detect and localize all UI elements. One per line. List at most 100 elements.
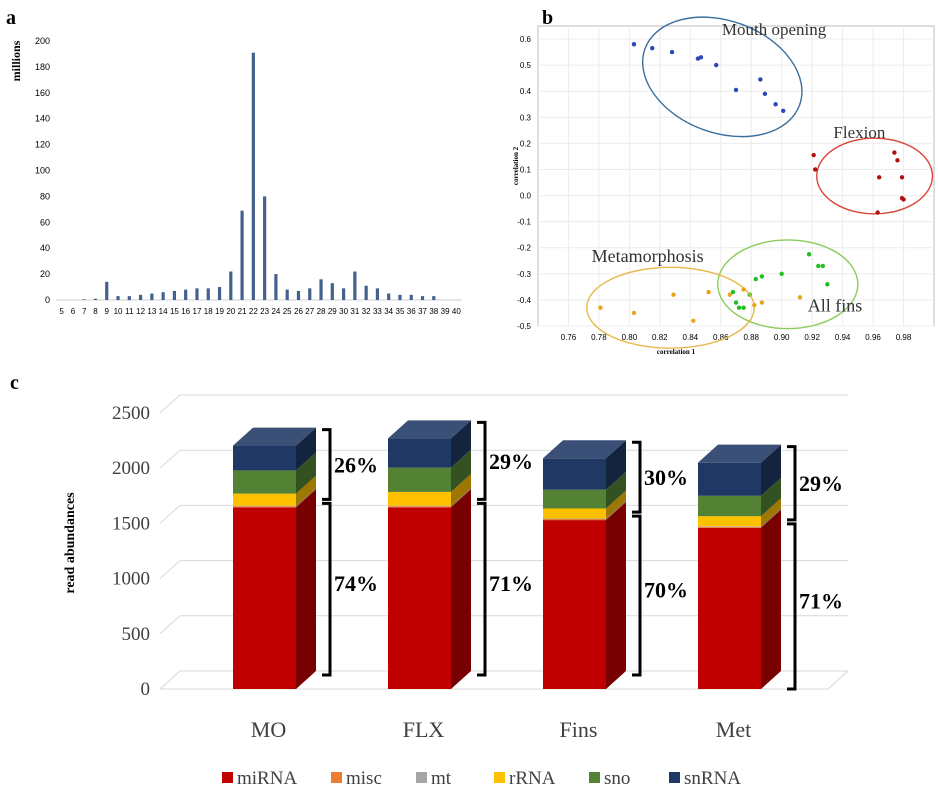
bar-length-34 [387,293,391,300]
bar-mo-mirna-side [296,489,316,689]
x-tick-label: 21 [238,307,247,316]
bar-fins-sno-side [606,471,626,509]
y-tick-label: 1500 [112,513,150,534]
x-tick-label: 28 [317,307,326,316]
bracket-upper-flx [477,420,487,501]
y-tick-label: 180 [35,62,50,72]
panel-b-correlation-scatter: b 0.76 0.78 0.80 0.82 0.84 0.86 0.88 0.90 0.92 0.9… [470,0,938,360]
x-tick-label: 38 [429,307,438,316]
cluster-label-flexion: Flexion [833,123,885,142]
legend-label-mirna: miRNA [237,768,297,789]
bar-met-mt [698,526,761,527]
legend-label-mt: mt [431,768,452,789]
bar-met-rrna-side [761,498,781,527]
bracket-label-upper: 30% [644,465,688,490]
legend-label-snrna: snRNA [684,768,741,789]
bar-fins-mt-side [606,500,626,519]
bar-fins-mirna-side [606,502,626,689]
scatter-point-all-fins [736,305,742,310]
bar-fins-sno [543,489,606,509]
bracket-lower-mo [322,501,332,677]
x-tick-label: 0.88 [743,333,759,342]
x-tick-label: 22 [249,307,258,316]
legend-label-misc: misc [346,768,382,789]
bracket-lower-flx [477,501,487,677]
cluster-ring-mouth-opening [641,16,803,138]
x-tick-label: 12 [136,307,145,316]
x-tick-label: 0.80 [622,333,638,342]
x-tick-label: 6 [71,307,76,316]
scatter-point-metamorphosis [797,295,803,300]
bar-mo-sno-side [296,452,316,494]
bar-flx-misc [388,506,451,508]
scatter-point-mouth-opening [762,91,768,97]
x-tick-label: 13 [147,307,156,316]
panel-a-length-distribution: a millions 0 20 40 60 80 100 120 140 160 180 200 5 6 7 8… [0,0,470,335]
bar-met-mirna-side [761,509,781,689]
cluster-ring-flexion [816,137,934,215]
bracket-upper-fins [632,440,642,514]
bar-met-snrna-side [761,444,781,496]
bar-length-18 [206,288,210,300]
y-tick-label: 0.1 [520,165,532,174]
panel-letter-b: b [542,7,553,29]
scatter-point-all-fins [733,300,739,305]
y-tick-label: -0.2 [517,244,531,253]
y-tick-label: 60 [40,217,50,227]
bracket-label-lower: 70% [644,578,688,603]
bar-fins-misc [543,518,606,521]
x-tick-label: 25 [283,307,292,316]
x-tick-label: 32 [362,307,371,316]
bar-met-sno [698,495,761,517]
floor-side-line [827,670,849,690]
panel-letter-a: a [6,7,16,29]
x-tick-label: 0.92 [804,333,820,342]
bar-length-29 [330,283,334,300]
scatter-point-mouth-opening [669,49,675,55]
x-tick-label: 14 [159,307,168,316]
x-tick-label: 20 [226,307,235,316]
bar-mo-sno [233,470,296,494]
bar-met-sno-side [761,477,781,517]
bar-flx-sno-side [451,449,471,492]
y-tick-label: 2000 [112,458,150,479]
y-tick-label: 0.6 [520,35,532,44]
bar-met-mirna [698,527,761,689]
y-tick-label: 500 [122,624,151,645]
x-tick-label: Fins [560,717,598,742]
x-tick-label: 30 [339,307,348,316]
x-tick-label: 34 [384,307,393,316]
scatter-point-metamorphosis [706,289,711,295]
bar-fins-top [543,440,626,459]
bar-length-21 [240,210,244,300]
bar-flx-snrna-side [451,420,471,468]
bar-flx-top [388,420,471,439]
y-tick-label: 0.4 [520,87,532,96]
scatter-point-all-fins [816,263,821,269]
x-tick-label: Met [716,717,751,742]
y-tick-label: 20 [40,269,50,279]
scatter-point-metamorphosis [727,292,733,297]
y-tick-label: -0.5 [517,322,531,331]
scatter-point-metamorphosis [598,305,603,310]
scatter-point-flexion [892,150,897,155]
scatter-point-mouth-opening [758,77,763,82]
bar-length-17 [195,288,199,300]
y-axis-label: correlation 2 [512,146,520,185]
y-tick-label: 100 [35,166,50,176]
y-tick-label: 0.5 [520,61,532,70]
scatter-point-metamorphosis [671,292,676,297]
bar-met-misc [698,526,761,528]
bar-fins-mirna [543,520,606,689]
legend-swatch-rrna [494,772,505,783]
bar-length-23 [263,196,267,300]
y-tick-label: -0.4 [517,296,531,305]
x-tick-label: 11 [125,307,134,316]
bar-mo-top [233,427,316,446]
bracket-lower-fins [632,514,642,677]
scatter-point-all-fins [820,263,826,269]
correlation-scatter-chart: b 0.76 0.78 0.80 0.82 0.84 0.86 0.88 0.90 0.92 0.9… [512,7,935,356]
bar-length-10 [116,296,120,300]
bracket-label-lower: 71% [489,571,533,596]
scatter-point-flexion [895,158,900,163]
